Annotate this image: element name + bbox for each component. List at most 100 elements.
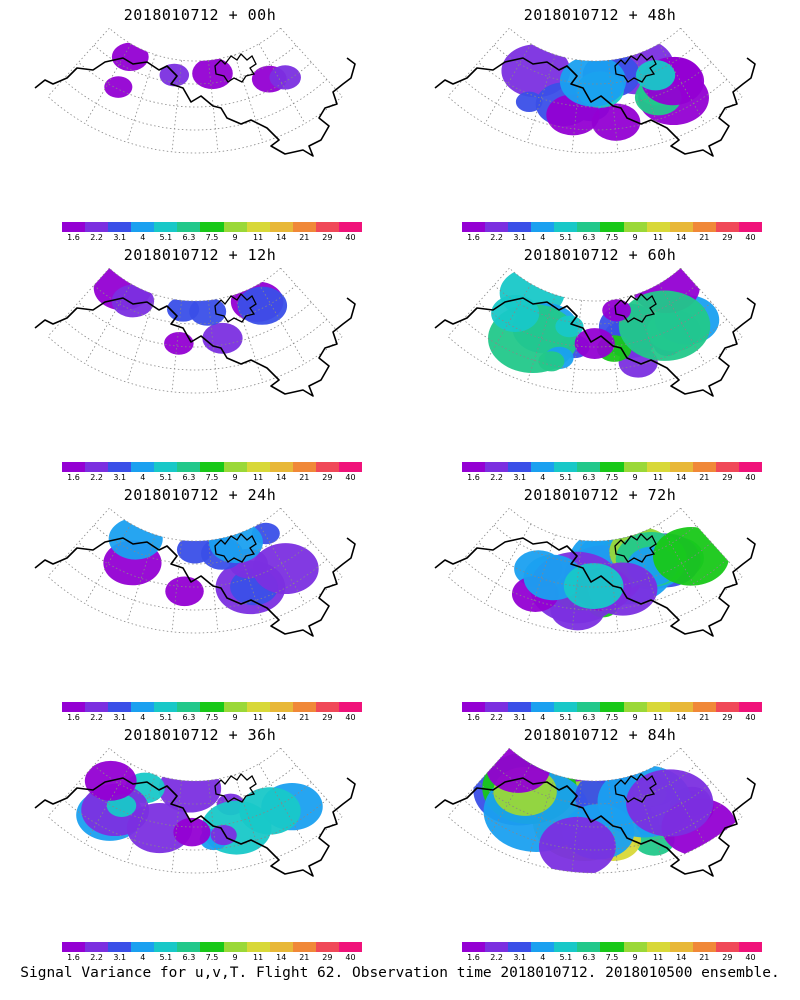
colorbar-swatch: [177, 222, 201, 232]
colorbar-label: 9: [632, 233, 638, 242]
colorbar-swatch: [508, 702, 532, 712]
colorbar-label: 29: [322, 953, 333, 962]
colorbar-swatch: [508, 942, 532, 952]
graticule: [447, 28, 743, 154]
arctic-islands: [214, 52, 257, 83]
colorbar-label: 21: [299, 953, 310, 962]
colorbar-label: 11: [253, 953, 264, 962]
panel-title: 2018010712 + 12h: [123, 246, 277, 264]
colorbar-swatch: [338, 942, 363, 952]
colorbar-swatch: [669, 702, 693, 712]
colorbar-label: 1.6: [67, 713, 80, 722]
colorbar-label: 11: [253, 713, 264, 722]
colorbar-swatch: [131, 702, 155, 712]
variance-map: [34, 508, 356, 637]
colorbar-swatch: [531, 462, 555, 472]
colorbar-swatch: [554, 702, 578, 712]
colorbar-label: 14: [276, 953, 287, 962]
colorbar-label: 9: [632, 473, 638, 482]
colorbar-label: 4: [540, 713, 546, 722]
colorbar-swatch: [531, 702, 555, 712]
colorbar-swatch: [577, 222, 601, 232]
colorbar-swatch: [85, 702, 109, 712]
colorbar-label: 9: [632, 713, 638, 722]
panel-title: 2018010712 + 00h: [123, 6, 277, 24]
colorbar-swatch: [531, 222, 555, 232]
colorbar-label: 6.3: [182, 953, 196, 962]
colorbar-label: 1.6: [67, 953, 80, 962]
colorbar-label: 29: [322, 473, 333, 482]
colorbar-label: 11: [253, 473, 264, 482]
colorbar-label: 21: [699, 953, 710, 962]
variance-map: [34, 28, 356, 157]
colorbar-swatch: [154, 462, 178, 472]
colorbar-swatch: [154, 702, 178, 712]
colorbar-swatch: [646, 462, 670, 472]
colorbar-label: 1.6: [67, 473, 80, 482]
variance-field: [76, 760, 323, 855]
colorbar-swatch: [223, 942, 247, 952]
colorbar-swatch: [531, 942, 555, 952]
colorbar-label: 4: [140, 233, 146, 242]
colorbar-label: 2.2: [490, 233, 503, 242]
forecast-panel: 2018010712 + 48h 1.6 2.2 3.1 4 5.1 6.3 7.5 9 11 14…: [400, 0, 800, 250]
colorbar-label: 40: [345, 953, 356, 962]
colorbar-swatch: [600, 222, 624, 232]
colorbar-swatch: [85, 942, 109, 952]
colorbar-label: 9: [232, 713, 238, 722]
colorbar-label: 1.6: [467, 233, 480, 242]
colorbar-swatch: [62, 942, 86, 952]
panel-title: 2018010712 + 84h: [523, 726, 677, 744]
colorbar-label: 3.1: [513, 233, 527, 242]
colorbar-swatch: [246, 222, 270, 232]
colorbar-label: 3.1: [513, 713, 527, 722]
colorbar-swatch: [669, 942, 693, 952]
colorbar-label: 2.2: [490, 473, 503, 482]
forecast-panel: 2018010712 + 36h 1.6 2.2 3.1 4 5.1 6.3 7.5 9 11 14…: [0, 720, 400, 970]
colorbar-label: 40: [745, 233, 756, 242]
coastline: [434, 297, 756, 397]
colorbar-label: 2.2: [490, 953, 503, 962]
colorbar-swatch: [600, 942, 624, 952]
panel-title: 2018010712 + 60h: [523, 246, 677, 264]
forecast-panel: 2018010712 + 60h 1.6 2.2 3.1 4 5.1 6.3 7.5 9 11 14…: [400, 240, 800, 490]
colorbar-label: 3.1: [113, 233, 127, 242]
colorbar: 1.6 2.2 3.1 4 5.1 6.3 7.5 9 11 14 21 29 40: [462, 702, 763, 722]
colorbar-swatch: [462, 702, 486, 712]
colorbar-label: 3.1: [113, 713, 127, 722]
colorbar-swatch: [223, 702, 247, 712]
colorbar-swatch: [692, 462, 716, 472]
colorbar-label: 40: [345, 713, 356, 722]
colorbar-label: 11: [653, 233, 664, 242]
colorbar-swatch: [108, 942, 132, 952]
graticule: [47, 508, 343, 634]
colorbar-swatch: [200, 462, 224, 472]
panel-title: 2018010712 + 72h: [523, 486, 677, 504]
colorbar-swatch: [85, 462, 109, 472]
colorbar-label: 4: [540, 953, 546, 962]
colorbar-swatch: [600, 702, 624, 712]
colorbar-swatch: [508, 222, 532, 232]
colorbar-swatch: [315, 462, 339, 472]
colorbar-swatch: [338, 702, 363, 712]
variance-map: [34, 748, 356, 877]
coastline: [34, 537, 356, 637]
colorbar-swatch: [715, 942, 739, 952]
colorbar-swatch: [177, 942, 201, 952]
colorbar-label: 14: [276, 473, 287, 482]
coastline: [34, 777, 356, 877]
colorbar-swatch: [223, 222, 247, 232]
colorbar-swatch: [338, 222, 363, 232]
colorbar-swatch: [623, 462, 647, 472]
colorbar: 1.6 2.2 3.1 4 5.1 6.3 7.5 9 11 14 21 29 40: [462, 462, 763, 482]
colorbar-label: 2.2: [90, 473, 103, 482]
colorbar-swatch: [485, 222, 509, 232]
colorbar-label: 5.1: [159, 233, 173, 242]
colorbar-swatch: [738, 702, 763, 712]
colorbar-swatch: [715, 462, 739, 472]
colorbar-swatch: [292, 942, 316, 952]
variance-field: [103, 517, 319, 615]
figure-caption: Signal Variance for u,v,T. Flight 62. Ob…: [20, 965, 780, 981]
colorbar-label: 14: [676, 713, 687, 722]
colorbar-label: 4: [140, 713, 146, 722]
